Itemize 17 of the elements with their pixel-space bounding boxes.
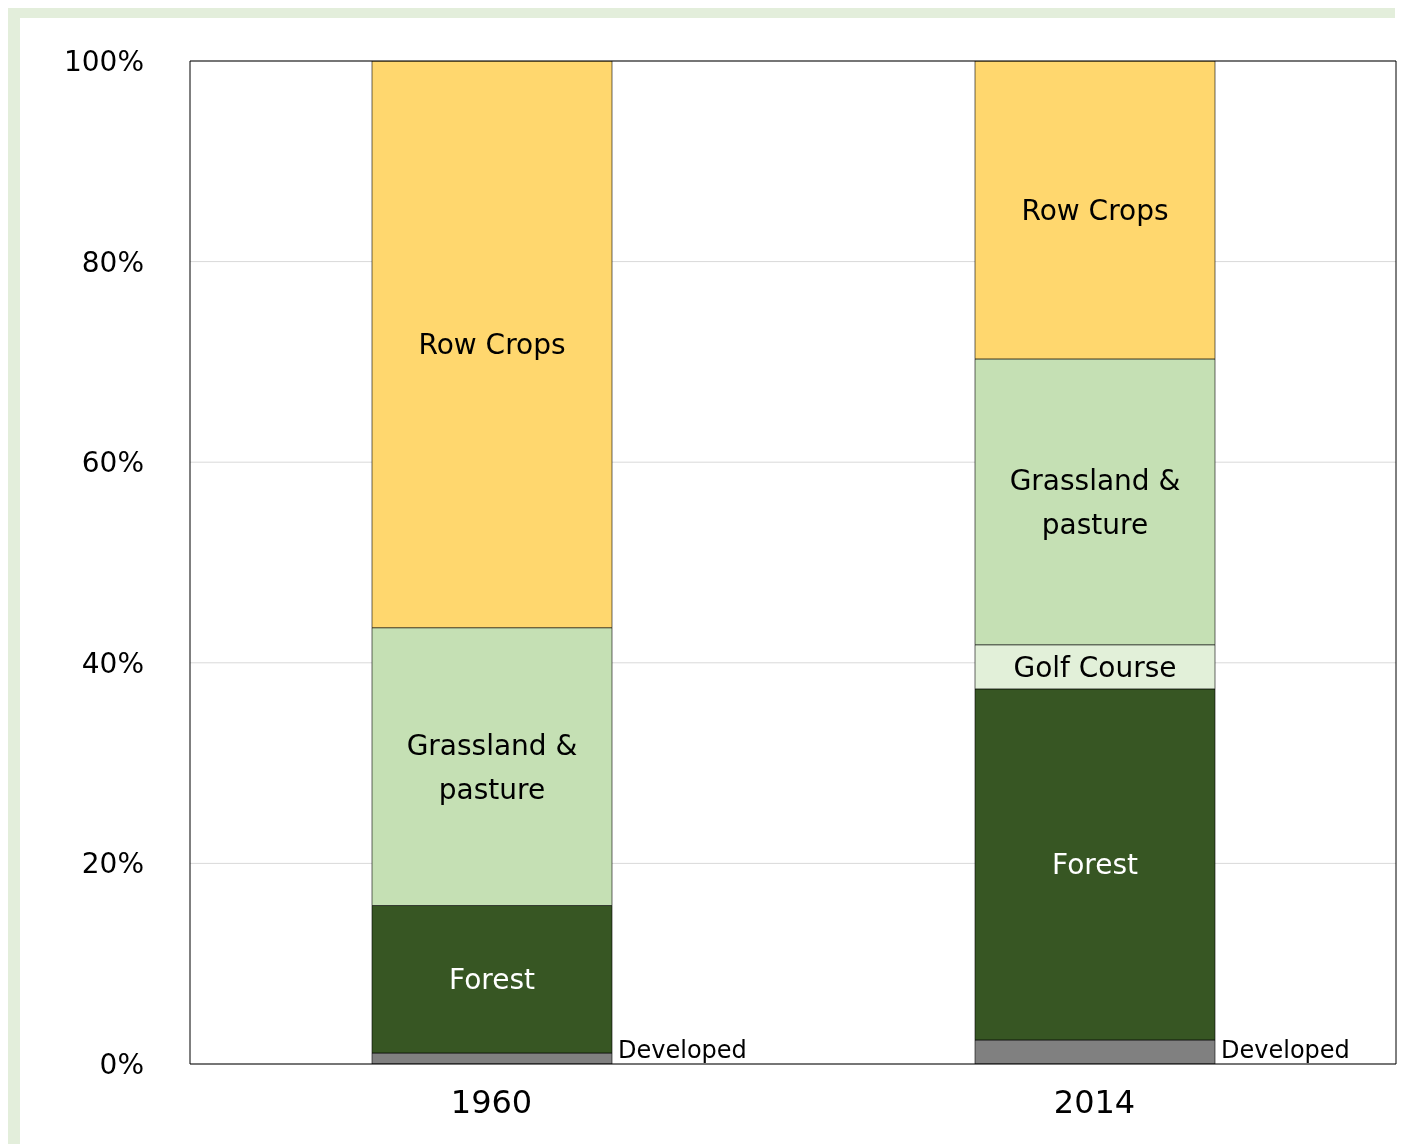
y-tick-label: 0%: [99, 1047, 144, 1081]
text: Row Crops: [1021, 193, 1169, 227]
x-tick-label: 2014: [1053, 1082, 1136, 1121]
series-label: Forest: [449, 962, 535, 996]
y-tick-label: 40%: [81, 646, 144, 680]
series-label: Golf Course: [1013, 650, 1177, 684]
y-tick-label: 20%: [81, 847, 144, 881]
x-tick-label: 1960: [450, 1082, 533, 1121]
text: Grassland & pasture: [1009, 463, 1181, 541]
series-label: Row Crops: [418, 327, 566, 361]
text: Developed: [1221, 1036, 1350, 1064]
y-tick-label: 100%: [63, 44, 144, 78]
series-label: Developed: [618, 1036, 747, 1064]
y-tick-label: 60%: [81, 446, 144, 480]
series-label: Grassland & pasture: [406, 728, 578, 806]
text: Forest: [1052, 847, 1138, 881]
y-tick-label: 80%: [81, 245, 144, 279]
